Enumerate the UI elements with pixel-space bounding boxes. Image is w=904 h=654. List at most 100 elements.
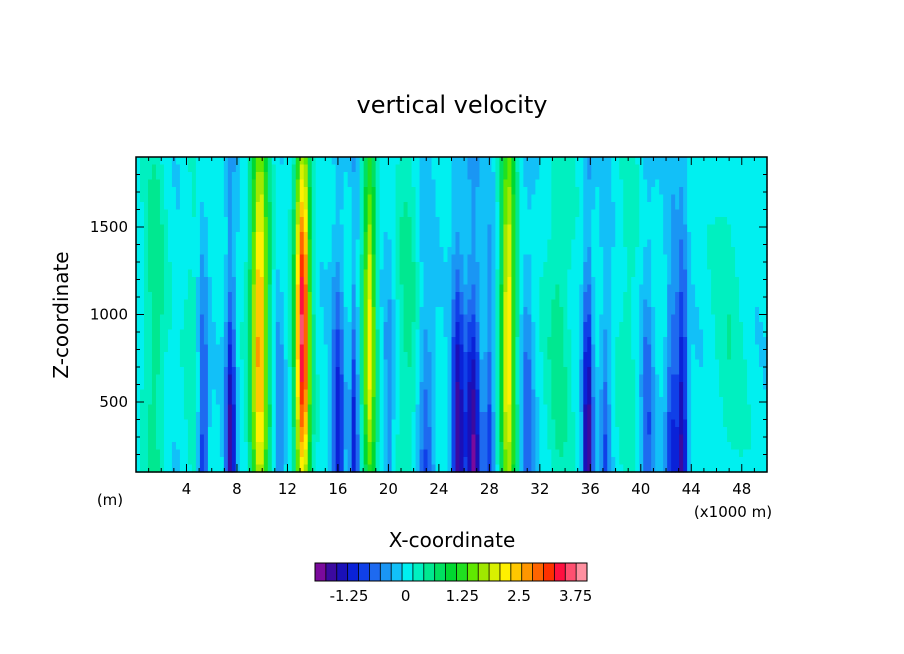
field-cell (243, 254, 249, 263)
field-cell (399, 247, 405, 256)
field-cell (155, 262, 161, 271)
field-cell (495, 314, 501, 323)
field-cell (735, 314, 740, 323)
field-cell (403, 314, 409, 323)
field-cell (431, 344, 437, 353)
field-cell (583, 269, 588, 278)
field-cell (231, 367, 237, 376)
field-cell (515, 187, 520, 196)
field-cell (227, 367, 233, 376)
field-cell (451, 269, 457, 278)
field-cell (355, 194, 361, 203)
field-cell (607, 284, 612, 293)
field-cell (555, 179, 560, 188)
field-cell (203, 254, 209, 263)
field-cell (543, 217, 548, 226)
field-cell (263, 187, 269, 196)
field-cell (167, 374, 173, 383)
field-cell (639, 202, 644, 211)
field-cell (371, 329, 377, 338)
field-cell (279, 239, 285, 248)
field-cell (383, 202, 389, 211)
field-cell (599, 187, 604, 196)
field-cell (199, 374, 205, 383)
field-cell (691, 209, 696, 218)
field-cell (399, 367, 405, 376)
field-cell (571, 374, 576, 383)
field-cell (747, 382, 752, 391)
field-cell (375, 187, 381, 196)
field-cell (615, 224, 620, 233)
field-cell (251, 374, 257, 383)
field-cell (239, 209, 245, 218)
field-cell (463, 239, 469, 248)
field-cell (691, 382, 696, 391)
field-cell (659, 187, 664, 196)
field-cell (731, 314, 736, 323)
field-cell (387, 307, 393, 316)
field-cell (407, 277, 413, 286)
field-cell (511, 247, 516, 256)
field-cell (531, 367, 536, 376)
field-cell (435, 202, 441, 211)
field-cell (419, 179, 425, 188)
field-cell (431, 247, 437, 256)
field-cell (247, 344, 253, 353)
field-cell (623, 187, 628, 196)
field-cell (503, 367, 509, 376)
field-cell (335, 224, 341, 233)
field-cell (271, 359, 277, 368)
field-cell (535, 382, 540, 391)
field-cell (151, 299, 157, 308)
field-cell (675, 172, 680, 181)
field-cell (235, 359, 241, 368)
field-cell (591, 359, 596, 368)
field-cell (363, 359, 369, 368)
field-cell (575, 254, 580, 263)
field-cell (375, 209, 381, 218)
field-cell (735, 179, 740, 188)
field-cell (175, 374, 181, 383)
field-cell (727, 329, 732, 338)
field-cell (591, 209, 596, 218)
field-cell (339, 262, 345, 271)
field-cell (367, 382, 373, 391)
field-cell (519, 239, 524, 248)
field-cell (743, 247, 748, 256)
field-cell (255, 307, 261, 316)
field-cell (499, 254, 505, 263)
field-cell (715, 374, 720, 383)
field-cell (315, 202, 321, 211)
field-cell (255, 172, 261, 181)
field-cell (651, 217, 656, 226)
field-cell (335, 179, 341, 188)
field-cell (227, 254, 233, 263)
field-cell (699, 292, 704, 301)
field-cell (615, 217, 620, 226)
field-cell (287, 344, 293, 353)
field-cell (691, 254, 696, 263)
field-cell (455, 299, 461, 308)
field-cell (719, 299, 724, 308)
field-cell (227, 389, 233, 398)
field-cell (367, 374, 373, 383)
field-cell (735, 247, 740, 256)
field-cell (503, 344, 509, 353)
field-cell (187, 314, 193, 323)
field-cell (503, 194, 509, 203)
field-cell (731, 307, 736, 316)
field-cell (595, 359, 600, 368)
field-cell (667, 172, 672, 181)
field-cell (143, 157, 149, 166)
field-cell (199, 277, 205, 286)
field-cell (275, 239, 281, 248)
field-cell (155, 389, 161, 398)
field-cell (315, 179, 321, 188)
field-cell (243, 172, 249, 181)
field-cell (255, 299, 261, 308)
field-cell (211, 262, 217, 271)
field-cell (499, 367, 505, 376)
field-cell (527, 299, 532, 308)
field-cell (419, 389, 425, 398)
field-cell (567, 239, 572, 248)
